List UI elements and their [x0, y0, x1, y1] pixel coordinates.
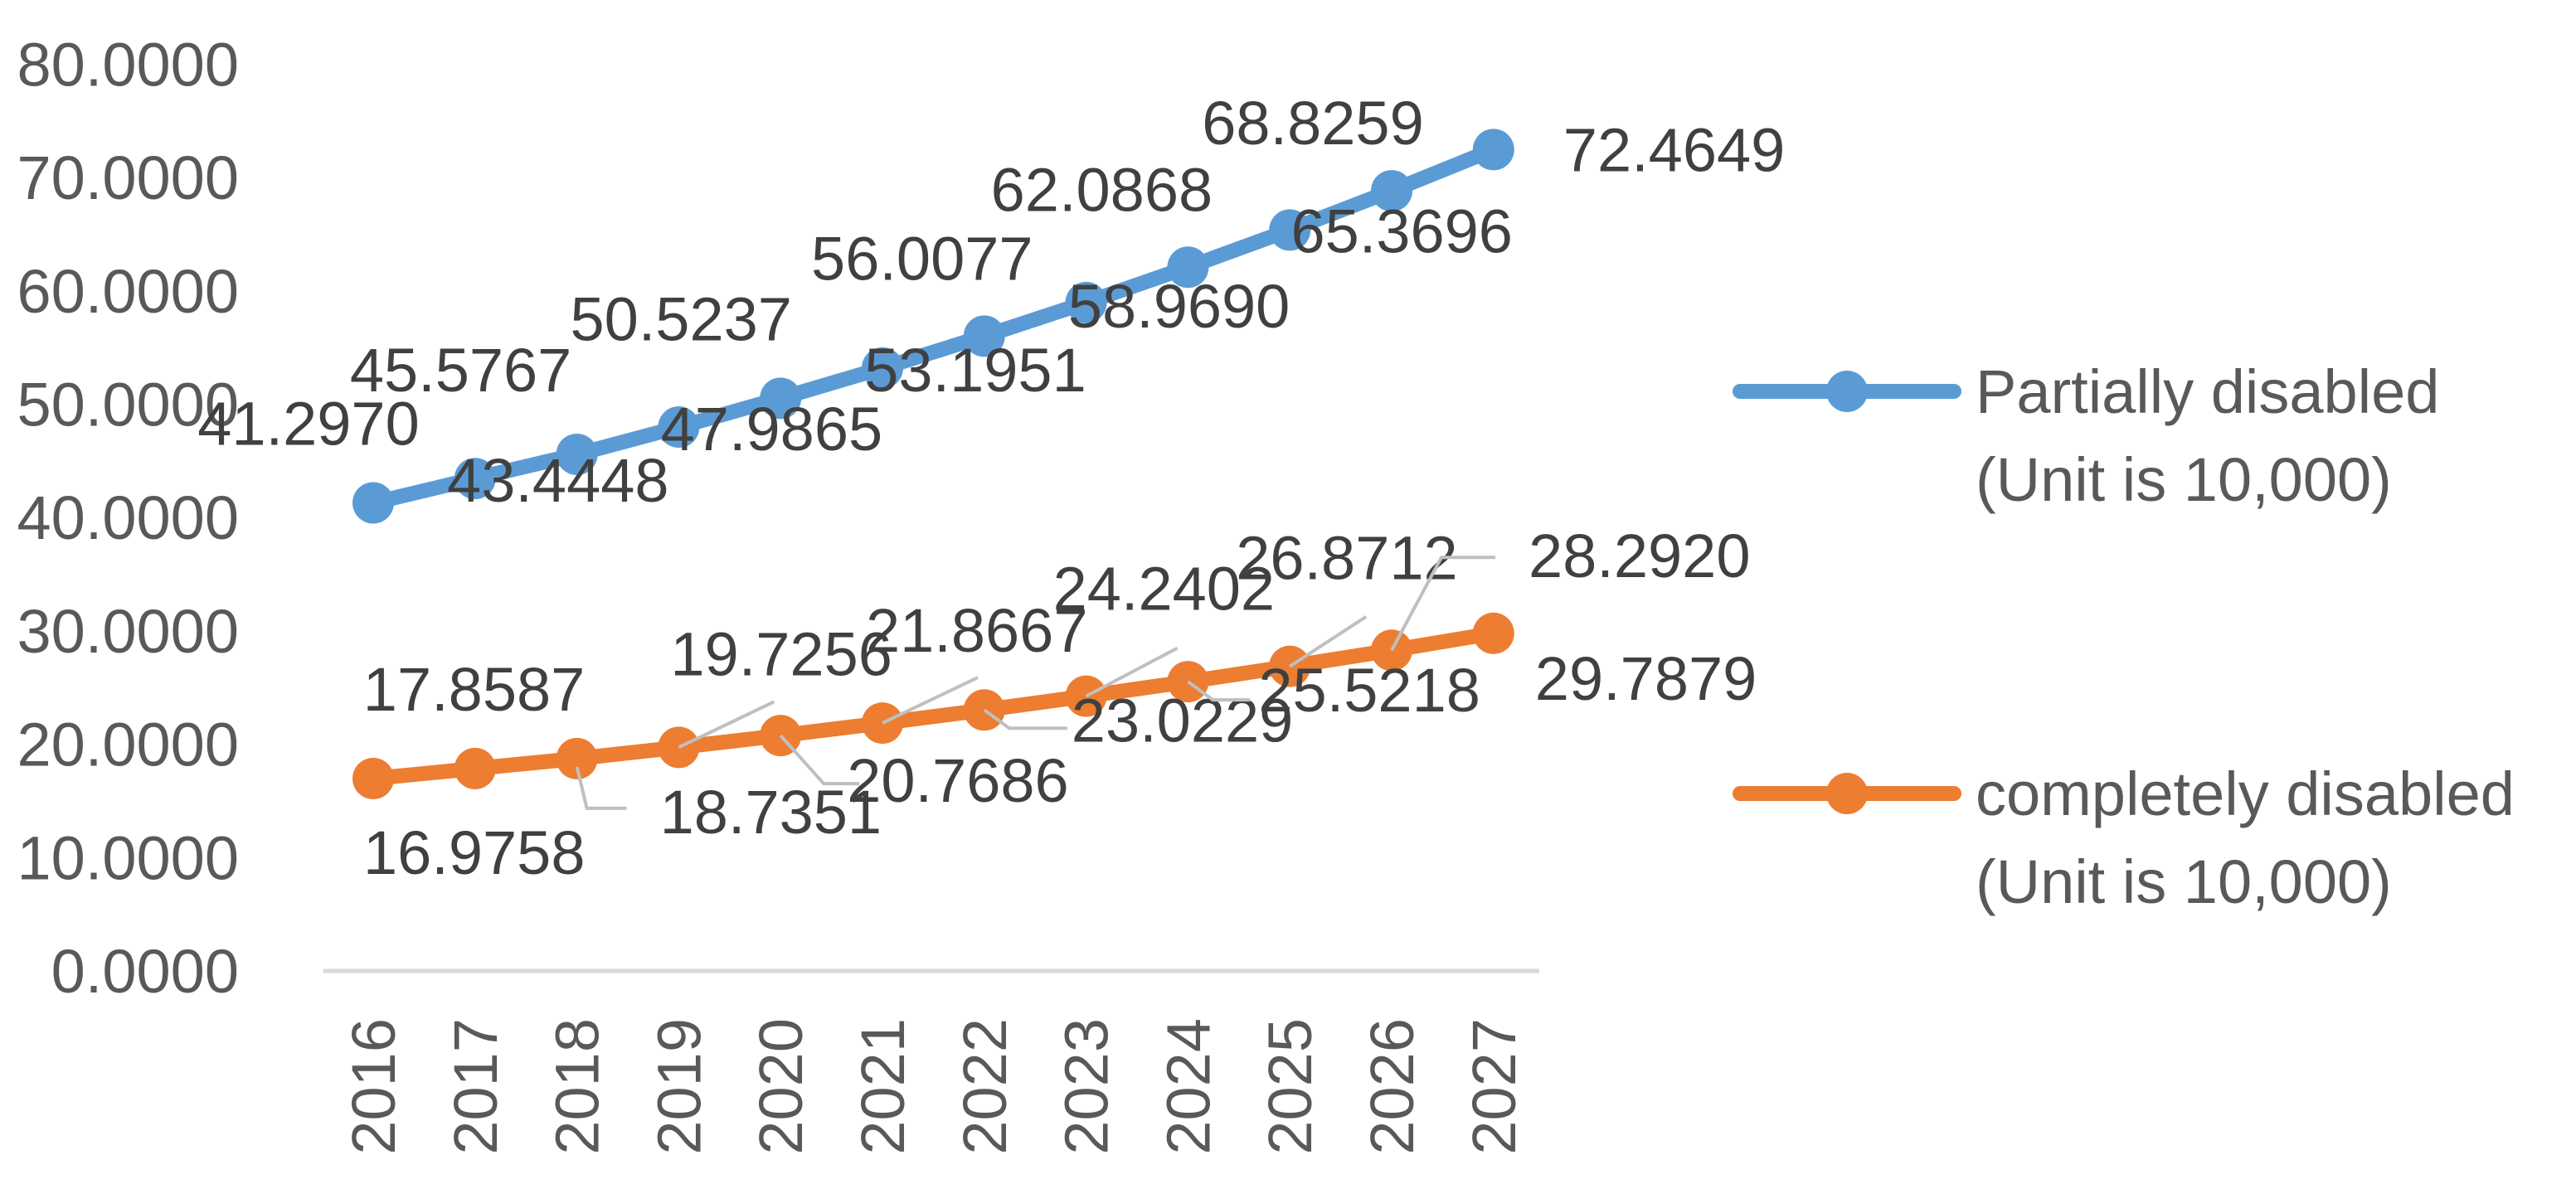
x-tick-label: 2019: [644, 1018, 713, 1155]
series-partially-disabled: [352, 129, 1514, 524]
data-label: 19.7256: [670, 619, 892, 688]
legend-label: completely disabled: [1976, 760, 2515, 828]
data-point: [862, 347, 903, 389]
y-tick-label: 40.0000: [17, 483, 240, 552]
data-label: 20.7686: [847, 746, 1068, 815]
legend: Partially disabled(Unit is 10,000)comple…: [1733, 357, 2515, 916]
leader-line: [575, 766, 627, 810]
data-label: 16.9758: [363, 818, 586, 887]
x-tick-label: 2016: [339, 1018, 408, 1155]
data-label: 25.5218: [1258, 656, 1480, 725]
leader-line: [1390, 556, 1495, 652]
leader-line: [1289, 614, 1368, 668]
x-tick-label: 2025: [1256, 1018, 1324, 1155]
data-label: 56.0077: [811, 224, 1033, 293]
series-layer: 41.2970 43.4448 45.5767 47.9865 50.5237 53.19…: [197, 89, 1785, 887]
data-label: 58.9690: [1068, 272, 1290, 341]
data-label: 21.8667: [866, 596, 1088, 665]
data-label: 28.2920: [1529, 522, 1751, 590]
data-label: 65.3696: [1290, 197, 1513, 265]
data-label: 53.1951: [864, 336, 1086, 405]
data-label: 43.4448: [447, 446, 669, 515]
y-tick-label: 50.0000: [17, 371, 240, 439]
y-tick-label: 80.0000: [17, 30, 240, 99]
data-label: 72.4649: [1563, 115, 1786, 184]
data-point: [1472, 612, 1514, 654]
data-point: [963, 315, 1005, 357]
legend-marker: [1826, 371, 1868, 412]
legend-entry-completely-disabled: completely disabled (Unit is 10,000): [1733, 760, 2515, 916]
data-point: [454, 747, 496, 789]
legend-entry-partially-disabled: Partially disabled (Unit is 10,000): [1733, 357, 2439, 514]
leader-line: [1085, 646, 1179, 698]
data-label: 47.9865: [661, 395, 883, 463]
legend-label: (Unit is 10,000): [1976, 847, 2392, 916]
data-label: 24.2402: [1053, 555, 1276, 624]
x-tick-label: 2026: [1358, 1018, 1427, 1155]
data-labels: 41.2970 43.4448 45.5767 47.9865 50.5237 53.19…: [197, 89, 1785, 887]
data-point: [556, 433, 598, 475]
leader-line: [1187, 680, 1251, 702]
y-tick-label: 60.0000: [17, 257, 240, 326]
x-tick-label: 2021: [848, 1018, 917, 1155]
data-label: 17.8587: [363, 655, 586, 724]
y-tick-label: 70.0000: [17, 143, 240, 212]
leader-line: [779, 734, 860, 786]
legend-label: Partially disabled: [1976, 357, 2439, 426]
data-point: [556, 737, 598, 779]
data-label: 18.7351: [660, 778, 882, 847]
data-label: 45.5767: [350, 336, 572, 405]
data-point: [760, 377, 802, 420]
legend-label: (Unit is 10,000): [1976, 445, 2392, 514]
y-tick-label: 0.0000: [51, 937, 239, 1006]
x-axis: 2016 2017 2018 2019 2020 2021 2022 2023 2024 2025…: [339, 1018, 1529, 1155]
data-point: [1269, 209, 1311, 251]
x-tick-label: 2022: [950, 1018, 1019, 1155]
leader-line: [882, 676, 979, 725]
x-tick-label: 2027: [1460, 1018, 1529, 1155]
data-label: 50.5237: [570, 284, 792, 353]
data-label: 26.8712: [1236, 524, 1458, 593]
data-point: [658, 406, 700, 449]
y-axis: 0.0000 10.0000 20.0000 30.0000 40.0000 50.000…: [17, 30, 240, 1006]
data-label: 68.8259: [1202, 89, 1424, 158]
x-tick-label: 2023: [1052, 1018, 1121, 1155]
data-point: [352, 482, 394, 524]
x-tick-label: 2020: [746, 1018, 815, 1155]
legend-marker: [1826, 773, 1868, 814]
y-tick-label: 20.0000: [17, 711, 240, 779]
data-label: 62.0868: [991, 155, 1213, 224]
x-tick-label: 2018: [543, 1018, 612, 1155]
data-label: 41.2970: [197, 389, 420, 458]
x-tick-label: 2017: [441, 1018, 510, 1155]
data-label: 29.7879: [1535, 644, 1757, 713]
data-point: [454, 458, 496, 500]
data-point: [352, 757, 394, 799]
y-tick-label: 30.0000: [17, 597, 240, 666]
data-point: [1371, 170, 1412, 212]
data-point: [1065, 281, 1107, 323]
leader-line: [678, 700, 775, 750]
data-label: 23.0229: [1072, 686, 1294, 755]
data-point: [1472, 129, 1514, 171]
data-point: [1167, 246, 1209, 289]
x-tick-label: 2024: [1154, 1018, 1222, 1155]
leader-line: [983, 708, 1067, 730]
y-tick-label: 10.0000: [17, 823, 240, 892]
